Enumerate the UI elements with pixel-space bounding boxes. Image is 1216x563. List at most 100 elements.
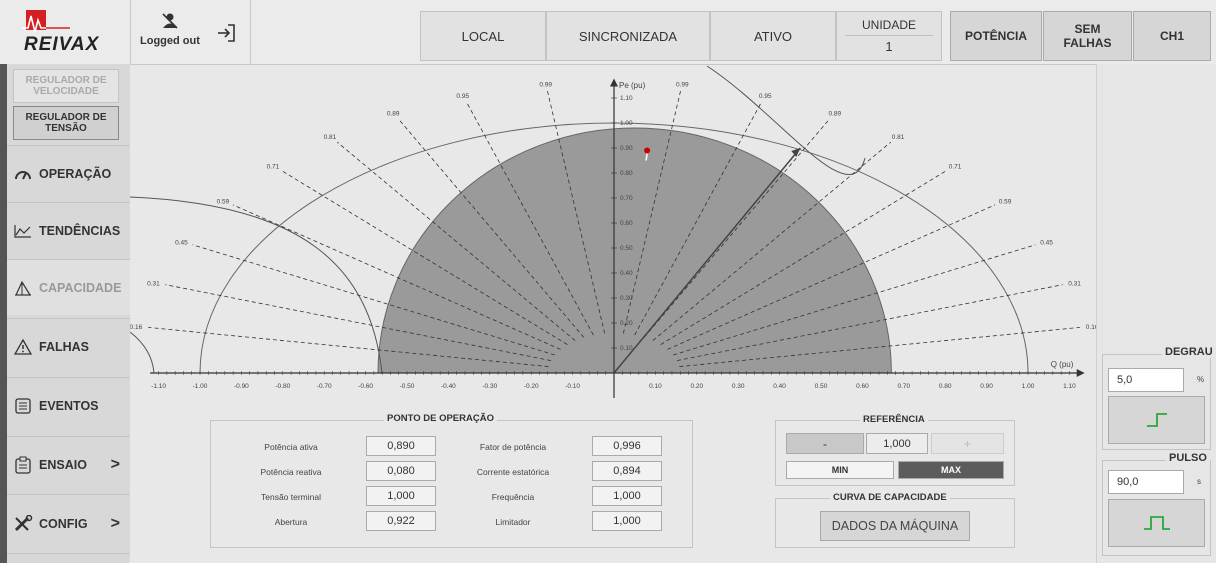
ponto-value-text: 0,922 (387, 515, 415, 527)
x-tick-label: -0.60 (358, 383, 373, 390)
ponto-label: Limitador (495, 517, 531, 527)
sidebar-item-eventos[interactable]: EVENTOS (7, 377, 130, 433)
y-tick-label: 1.10 (620, 95, 633, 102)
x-tick-label: 0.60 (856, 383, 869, 390)
ponto-label: Corrente estatórica (476, 467, 550, 477)
ponto-value: 0,922 (366, 511, 436, 531)
power-factor-label: 0.71 (949, 163, 962, 170)
power-factor-label: 0.59 (999, 198, 1012, 205)
pulso-unit: s (1197, 477, 1201, 486)
rotor-limit-arc (130, 196, 383, 374)
max-button[interactable]: MAX (898, 461, 1004, 479)
power-factor-line (667, 204, 996, 350)
power-factor-label: 0.45 (1040, 239, 1053, 246)
sidebar-item-falhas[interactable]: FALHAS (7, 318, 130, 374)
potencia-button[interactable]: POTÊNCIA (950, 11, 1042, 61)
x-tick-label: -0.50 (400, 383, 415, 390)
x-axis-label: Q (pu) (1051, 360, 1074, 369)
sidebar-item-tendencias[interactable]: TENDÊNCIAS (7, 202, 130, 258)
pulso-input[interactable]: 90,0 (1108, 470, 1184, 494)
capability-chart[interactable]: 0.16 0.16 0.31 0.31 0.45 0.45 0.59 0.59 0.71 0.71… (130, 64, 1096, 400)
sem-falhas-button[interactable]: SEM FALHAS (1043, 11, 1132, 61)
degrau-title: DEGRAU (1162, 346, 1216, 358)
x-tick-label: 0.50 (815, 383, 828, 390)
ponto-value: 1,000 (366, 486, 436, 506)
power-factor-label: 0.71 (267, 163, 280, 170)
sidebar-item-operacao[interactable]: OPERAÇÃO (7, 145, 130, 201)
power-factor-line (673, 244, 1036, 356)
status-ativo: ATIVO (710, 11, 836, 61)
status-sincronizada-label: SINCRONIZADA (578, 28, 678, 44)
gauge-icon (13, 164, 33, 184)
operating-point (644, 147, 651, 154)
sidebar-strip (0, 64, 7, 563)
y-tick-label: 0.10 (620, 345, 633, 352)
power-factor-label: 0.45 (175, 239, 188, 246)
power-factor-label: 0.81 (324, 134, 337, 141)
x-tick-label: 0.80 (939, 383, 952, 390)
user-status[interactable]: Logged out (136, 8, 208, 56)
pulso-value: 90,0 (1117, 476, 1139, 488)
sidebar-item-label: CONFIG (39, 517, 88, 531)
reivax-logo: REIVAX (8, 6, 126, 60)
sidebar-item-ensaio[interactable]: ENSAIO > (7, 436, 130, 492)
x-tick-label: 1.10 (1063, 383, 1076, 390)
degrau-input[interactable]: 5,0 (1108, 368, 1184, 392)
referencia-value: 1,000 (866, 433, 928, 454)
chevron-right-icon: > (110, 515, 120, 532)
x-tick-label: -0.90 (234, 383, 249, 390)
operating-point-tail (645, 153, 648, 161)
brand-name: REIVAX (24, 34, 100, 55)
power-factor-label: 0.31 (1068, 280, 1081, 287)
max-label: MAX (941, 465, 961, 475)
ponto-operacao-title: PONTO DE OPERAÇÃO (384, 413, 497, 424)
chevron-right-icon: > (110, 455, 120, 473)
x-tick-label: -1.00 (193, 383, 208, 390)
user-off-icon (162, 13, 178, 29)
ponto-value-text: 1,000 (387, 490, 415, 502)
reg-tensao-button[interactable]: REGULADOR DE TENSÃO (13, 106, 119, 140)
x-tick-label: -0.30 (482, 383, 497, 390)
sidebar-item-label: TENDÊNCIAS (39, 223, 121, 238)
ch1-button[interactable]: CH1 (1133, 11, 1211, 61)
ponto-label: Abertura (274, 517, 308, 527)
decrease-button[interactable]: - (786, 433, 864, 454)
y-axis-label: Pe (pu) (619, 81, 646, 90)
sidebar-item-label: OPERAÇÃO (39, 166, 112, 181)
rated-vector (613, 147, 801, 374)
warning-icon (13, 337, 33, 357)
min-button[interactable]: MIN (786, 461, 894, 479)
list-icon (13, 396, 33, 416)
ponto-value: 1,000 (592, 486, 662, 506)
degrau-button[interactable] (1108, 396, 1205, 444)
sidebar-item-config[interactable]: CONFIG > (7, 494, 130, 554)
capability-region (377, 127, 892, 374)
x-axis-arrow (1076, 369, 1085, 377)
unidade-label: UNIDADE (861, 18, 916, 32)
unidade-box: UNIDADE 1 (836, 11, 942, 61)
sidebar-item-label: CAPACIDADE (39, 280, 122, 295)
power-factor-label: 0.89 (829, 111, 842, 118)
login-button[interactable] (212, 18, 242, 48)
x-tick-label: 0.10 (649, 383, 662, 390)
increase-button[interactable]: + (931, 433, 1004, 454)
pulso-button[interactable] (1108, 499, 1205, 547)
power-factor-label: 0.31 (147, 280, 160, 287)
pulse-icon (1143, 516, 1170, 530)
status-local: LOCAL (420, 11, 546, 61)
y-tick-label: 0.20 (620, 320, 633, 327)
power-factor-line (652, 141, 892, 341)
reg-velocidade-button[interactable]: REGULADOR DE VELOCIDADE (13, 69, 119, 103)
x-tick-label: 0.30 (732, 383, 745, 390)
dados-maquina-button[interactable]: DADOS DA MÁQUINA (820, 511, 970, 541)
rated-vector-arrow (791, 148, 801, 157)
degrau-panel (1102, 354, 1211, 450)
ponto-label: Potência reativa (260, 467, 322, 477)
field-limit-arc (706, 65, 866, 175)
power-factor-label: 0.59 (217, 198, 230, 205)
power-factor-line (398, 119, 585, 338)
y-tick-label: 0.50 (620, 245, 633, 252)
sidebar-item-capacidade[interactable]: CAPACIDADE (7, 259, 130, 315)
reg-velocidade-label: REGULADOR DE VELOCIDADE (25, 75, 107, 97)
curva-title: CURVA DE CAPACIDADE (830, 492, 950, 503)
